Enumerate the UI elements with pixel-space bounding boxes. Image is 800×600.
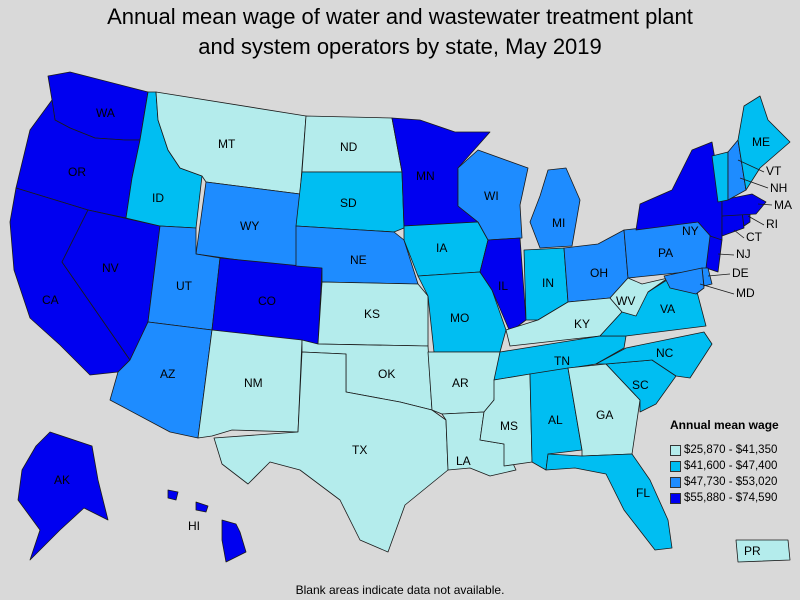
title-line-1: Annual mean wage of water and wastewater…	[107, 4, 693, 29]
legend-swatch	[670, 492, 681, 504]
state-fl[interactable]	[545, 453, 673, 551]
state-me[interactable]	[737, 95, 791, 191]
state-pr[interactable]	[735, 539, 791, 563]
footnote: Blank areas indicate data not available.	[295, 583, 505, 597]
svg-text:FL: FL	[636, 486, 650, 500]
svg-text:KS: KS	[364, 307, 380, 321]
state-wv[interactable]	[609, 277, 669, 317]
legend-item: $55,880 - $74,590	[670, 490, 798, 506]
svg-text:NY: NY	[682, 224, 699, 238]
svg-text:CT: CT	[746, 230, 763, 244]
legend-item: $41,600 - $47,400	[670, 458, 798, 474]
svg-text:UT: UT	[176, 279, 193, 293]
svg-text:RI: RI	[766, 217, 778, 231]
svg-text:OR: OR	[68, 165, 86, 179]
svg-text:IN: IN	[542, 276, 554, 290]
svg-text:MT: MT	[218, 137, 236, 151]
map-title: Annual mean wage of water and wastewater…	[0, 2, 800, 62]
state-ma[interactable]	[721, 193, 767, 217]
svg-text:WA: WA	[96, 106, 115, 120]
svg-text:MD: MD	[736, 286, 755, 300]
svg-text:KY: KY	[574, 317, 590, 331]
legend-swatch	[670, 476, 681, 488]
svg-text:PA: PA	[658, 246, 673, 260]
svg-text:AR: AR	[452, 376, 469, 390]
state-nj[interactable]	[705, 235, 723, 273]
state-ks[interactable]	[317, 281, 429, 347]
svg-text:DE: DE	[732, 266, 749, 280]
svg-text:WV: WV	[616, 294, 635, 308]
legend-label: $25,870 - $41,350	[684, 444, 778, 456]
svg-text:TX: TX	[352, 443, 367, 457]
svg-text:OK: OK	[378, 367, 395, 381]
svg-text:SD: SD	[340, 196, 357, 210]
svg-text:ID: ID	[152, 191, 164, 205]
legend-item: $25,870 - $41,350	[670, 442, 798, 458]
svg-text:VA: VA	[660, 302, 675, 316]
svg-text:TN: TN	[554, 354, 570, 368]
legend-item: $47,730 - $53,020	[670, 474, 798, 490]
svg-text:AL: AL	[548, 413, 563, 427]
legend-label: $47,730 - $53,020	[684, 476, 778, 488]
state-ak[interactable]	[17, 431, 109, 561]
title-line-2: and system operators by state, May 2019	[198, 34, 602, 59]
svg-text:MS: MS	[500, 419, 518, 433]
svg-text:MA: MA	[774, 198, 792, 212]
svg-text:MO: MO	[450, 311, 469, 325]
legend-title: Annual mean wage	[670, 418, 779, 432]
svg-text:IL: IL	[498, 279, 508, 293]
svg-text:OH: OH	[590, 266, 608, 280]
svg-text:AZ: AZ	[160, 367, 175, 381]
state-tx[interactable]	[213, 351, 449, 553]
state-md[interactable]	[663, 267, 705, 295]
svg-text:CO: CO	[258, 294, 276, 308]
svg-text:MN: MN	[416, 169, 435, 183]
legend-label: $41,600 - $47,400	[684, 460, 778, 472]
svg-text:MI: MI	[552, 216, 565, 230]
svg-text:NH: NH	[770, 181, 787, 195]
state-mi[interactable]	[529, 167, 581, 249]
svg-text:AK: AK	[54, 473, 70, 487]
svg-text:CA: CA	[42, 293, 59, 307]
legend-swatch	[670, 460, 681, 472]
svg-text:WI: WI	[484, 189, 499, 203]
svg-text:NE: NE	[350, 253, 367, 267]
svg-text:NJ: NJ	[736, 247, 751, 261]
legend-label: $55,880 - $74,590	[684, 492, 778, 504]
state-wi[interactable]	[457, 149, 529, 241]
state-nc[interactable]	[595, 331, 713, 379]
state-sd[interactable]	[295, 171, 405, 233]
legend-swatch	[670, 444, 681, 456]
svg-text:VT: VT	[766, 164, 782, 178]
svg-text:GA: GA	[596, 408, 613, 422]
svg-text:PR: PR	[744, 544, 761, 558]
label-leader-lines	[699, 159, 773, 295]
svg-text:LA: LA	[456, 454, 471, 468]
svg-text:NV: NV	[102, 261, 119, 275]
svg-text:HI: HI	[188, 519, 200, 533]
svg-text:NM: NM	[244, 376, 263, 390]
state-hi[interactable]	[167, 489, 247, 563]
map-legend: Annual mean wage $25,870 - $41,350 $41,6…	[670, 418, 798, 506]
svg-text:SC: SC	[632, 378, 649, 392]
svg-text:IA: IA	[436, 241, 447, 255]
svg-text:WY: WY	[240, 219, 259, 233]
svg-text:ME: ME	[752, 135, 770, 149]
svg-text:NC: NC	[656, 346, 674, 360]
svg-text:ND: ND	[340, 140, 358, 154]
